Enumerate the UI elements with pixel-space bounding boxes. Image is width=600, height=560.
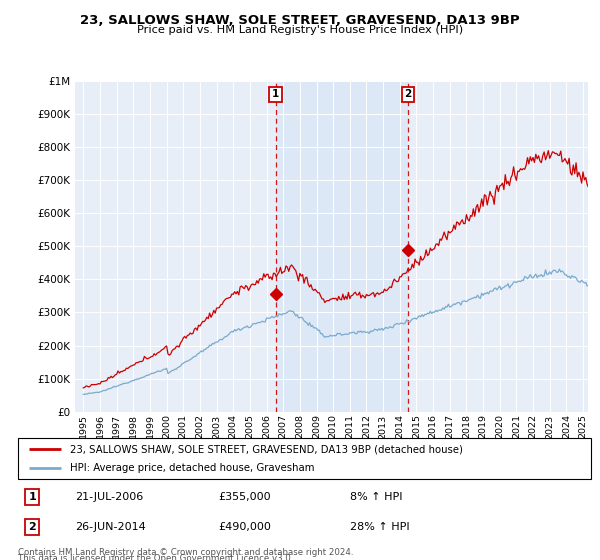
Text: 23, SALLOWS SHAW, SOLE STREET, GRAVESEND, DA13 9BP: 23, SALLOWS SHAW, SOLE STREET, GRAVESEND… [80, 14, 520, 27]
Text: 1: 1 [28, 492, 36, 502]
Text: This data is licensed under the Open Government Licence v3.0.: This data is licensed under the Open Gov… [18, 554, 293, 560]
Text: 2: 2 [28, 522, 36, 531]
Text: 21-JUL-2006: 21-JUL-2006 [76, 492, 143, 502]
Text: 2: 2 [404, 90, 412, 100]
Text: HPI: Average price, detached house, Gravesham: HPI: Average price, detached house, Grav… [70, 463, 314, 473]
Text: Price paid vs. HM Land Registry's House Price Index (HPI): Price paid vs. HM Land Registry's House … [137, 25, 463, 35]
Text: 28% ↑ HPI: 28% ↑ HPI [350, 522, 410, 531]
Text: 8% ↑ HPI: 8% ↑ HPI [350, 492, 403, 502]
Text: Contains HM Land Registry data © Crown copyright and database right 2024.: Contains HM Land Registry data © Crown c… [18, 548, 353, 557]
FancyBboxPatch shape [18, 438, 591, 479]
Bar [276, 81, 408, 412]
Text: 1: 1 [272, 90, 280, 100]
Text: £355,000: £355,000 [218, 492, 271, 502]
Text: 23, SALLOWS SHAW, SOLE STREET, GRAVESEND, DA13 9BP (detached house): 23, SALLOWS SHAW, SOLE STREET, GRAVESEND… [70, 445, 463, 454]
Text: 26-JUN-2014: 26-JUN-2014 [76, 522, 146, 531]
Text: £490,000: £490,000 [218, 522, 271, 531]
